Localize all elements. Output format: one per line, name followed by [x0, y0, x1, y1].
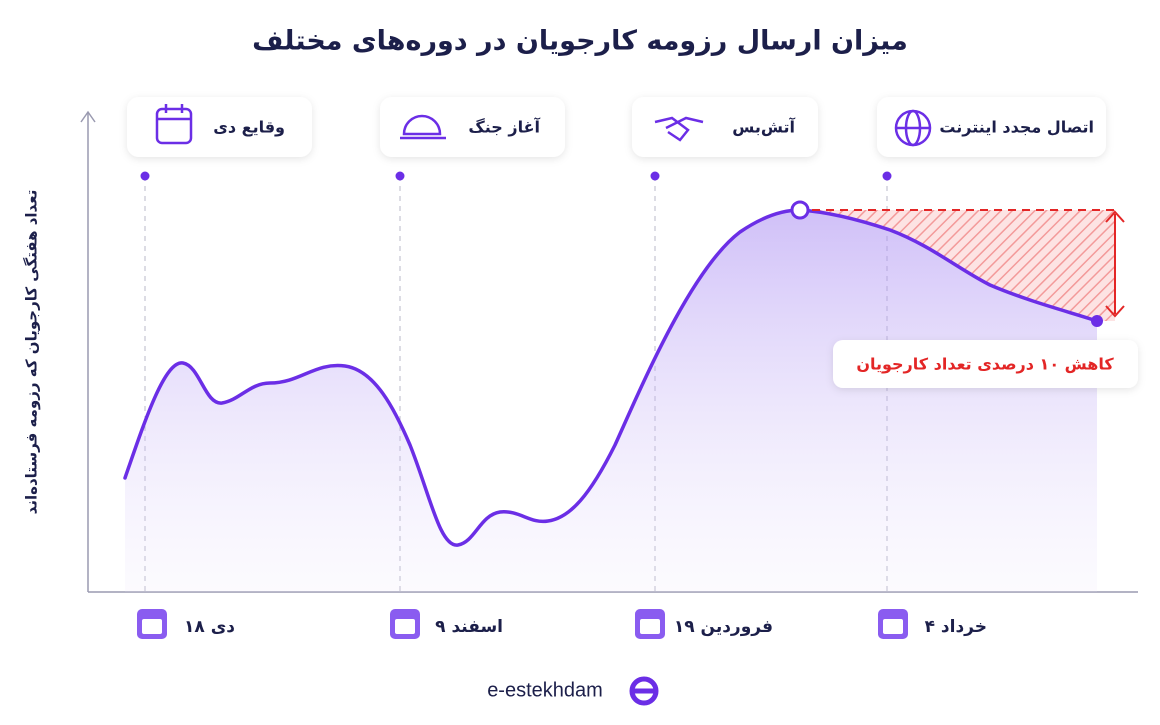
- date-label: ۱۹ فروردین: [674, 617, 773, 637]
- event-label: اتصال مجدد اینترنت: [939, 118, 1094, 137]
- event-cards: وقایع دی آغاز جنگ آتش‌بس اتصال مجدد اینت…: [127, 97, 1106, 181]
- decline-indicator: [812, 209, 1125, 318]
- date-labels: ۱۸ دی ۹ اسفند ۱۹ فروردین ۴ خرداد: [137, 609, 987, 639]
- date-label: ۱۸ دی: [184, 617, 235, 637]
- trend-area: [125, 210, 1097, 592]
- logo-text: e-estekhdam: [487, 679, 603, 701]
- event-label: وقایع دی: [213, 118, 285, 137]
- peak-marker: [790, 200, 810, 220]
- date-label: ۹ اسفند: [435, 617, 503, 637]
- date-label: ۴ خرداد: [925, 617, 987, 637]
- title: میزان ارسال رزومه کارجویان در دوره‌های م…: [252, 26, 908, 57]
- logo-icon: [629, 676, 659, 706]
- event-label: آغاز جنگ: [468, 117, 540, 137]
- y-axis-label: تعداد هفتگی کارجویان که رزومه فرستاده‌ان…: [23, 190, 41, 515]
- end-marker: [1091, 315, 1103, 327]
- annotation-box: [833, 340, 1138, 388]
- trend-line: [123, 208, 1099, 547]
- annotation: کاهش ۱۰ درصدی تعداد کارجویان: [856, 355, 1114, 374]
- event-label: آتش‌بس: [732, 117, 795, 137]
